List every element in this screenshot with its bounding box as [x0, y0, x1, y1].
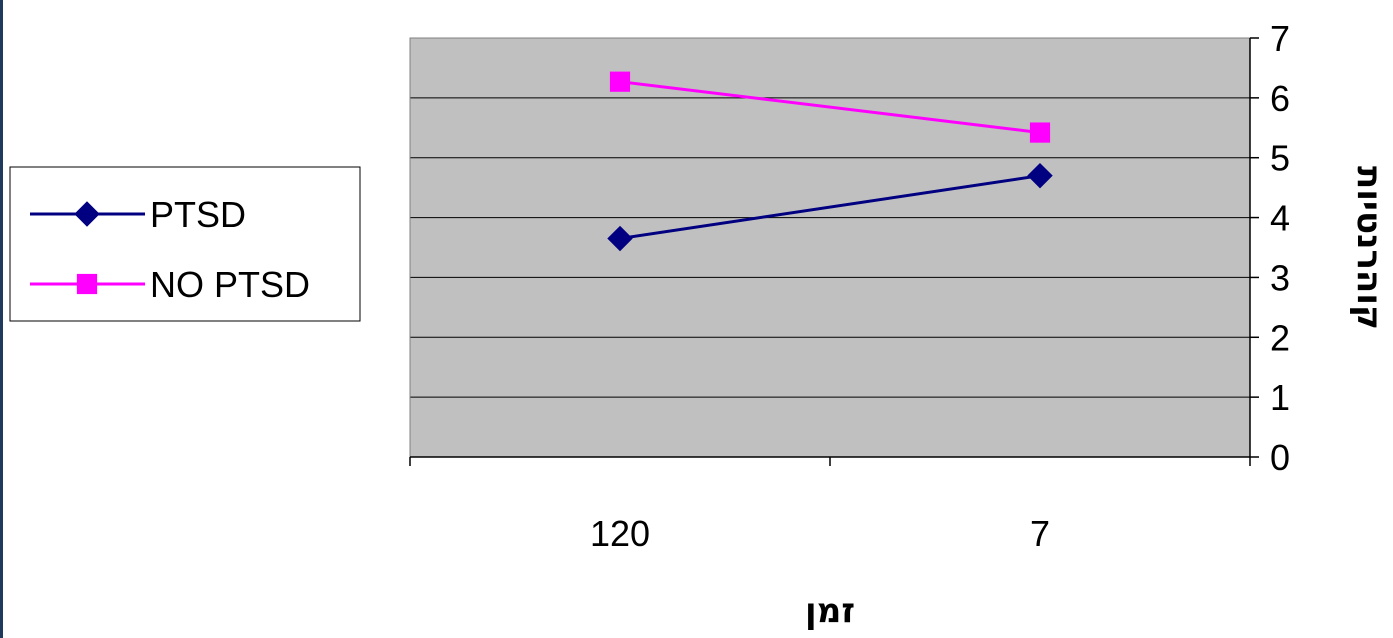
x-tick-label: 7 [1030, 513, 1050, 554]
legend-item: NO PTSD [30, 264, 310, 305]
x-axis-title: זמן [805, 591, 855, 631]
y-tick-label: 4 [1270, 198, 1290, 239]
legend-marker [76, 273, 98, 295]
x-tick-labels: 120 7 [590, 513, 1050, 554]
series-0 [607, 162, 1053, 252]
data-point [607, 225, 633, 252]
y-tick-label: 5 [1270, 138, 1290, 179]
series-layer [607, 71, 1053, 252]
legend-item: PTSD [30, 194, 246, 235]
y-tick-label: 0 [1270, 437, 1290, 478]
legend-label: NO PTSD [150, 264, 310, 305]
series-line [619, 80, 1041, 135]
left-edge-bar [0, 0, 3, 638]
grid-lines [410, 37, 1250, 398]
legend-box [9, 166, 361, 322]
data-point [609, 71, 631, 92]
plot-background [410, 38, 1250, 457]
y-tick-label: 6 [1270, 78, 1290, 119]
axes [409, 37, 1259, 466]
y-axis-title: קוהרנטיות [1349, 166, 1389, 330]
y-tick-label: 3 [1270, 257, 1290, 298]
y-tick-label: 1 [1270, 377, 1290, 418]
plot-area [410, 38, 1250, 457]
data-point [1027, 162, 1053, 189]
y-tick-labels: 0 1 2 3 4 5 6 7 [1270, 18, 1290, 478]
series-1 [609, 71, 1051, 143]
y-tick-label: 2 [1270, 317, 1290, 358]
series-line [619, 174, 1041, 241]
legend-marker [74, 201, 100, 227]
data-point [1029, 122, 1051, 143]
legend-label: PTSD [150, 194, 246, 235]
legend: PTSD NO PTSD [9, 166, 361, 322]
x-tick-label: 120 [590, 513, 650, 554]
y-tick-label: 7 [1270, 18, 1290, 59]
